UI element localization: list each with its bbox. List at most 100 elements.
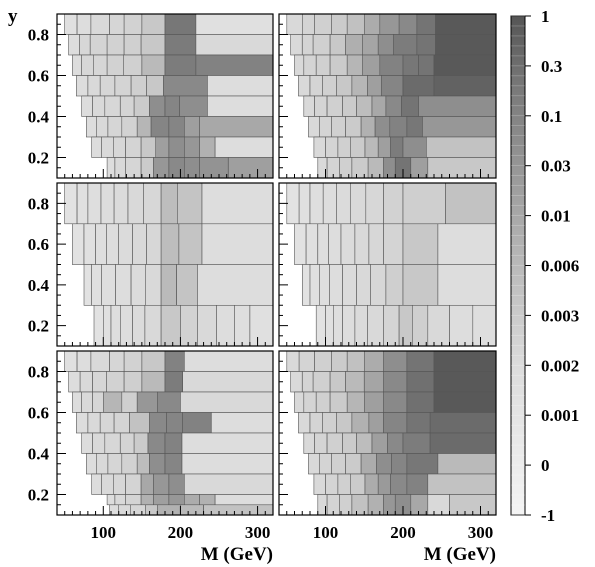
heatmap-cell (181, 453, 274, 475)
heatmap-cell (123, 371, 143, 393)
heatmap-cell (402, 136, 427, 158)
heatmap-cell (203, 504, 274, 516)
heatmap-cell (101, 264, 116, 306)
heatmap-cell (164, 371, 184, 393)
y-tick-label: 0.2 (28, 149, 49, 168)
heatmap-cell (101, 473, 114, 495)
y-tick-label: 0.6 (28, 404, 49, 423)
heatmap-cell (96, 453, 109, 475)
heatmap-cell (81, 432, 93, 454)
heatmap-cell (336, 75, 353, 97)
heatmap-cell (379, 54, 404, 76)
heatmap-cell (106, 223, 120, 265)
heatmap-cell (418, 95, 497, 117)
heatmap-cell (68, 34, 80, 56)
y-axis-title: y (8, 6, 18, 27)
heatmap-cell (326, 432, 343, 454)
heatmap-cell (72, 391, 83, 413)
heatmap-cell (136, 116, 152, 138)
heatmap-cell (87, 412, 101, 434)
heatmap-cell (416, 13, 436, 35)
heatmap-cell (110, 304, 121, 347)
heatmap-cell (346, 350, 365, 372)
heatmap-cell (106, 371, 125, 393)
heatmap-cell (383, 223, 404, 265)
heatmap-cell (64, 350, 78, 372)
colorbar-tick-label: 0.3 (541, 57, 562, 76)
heatmap-cell (406, 116, 423, 138)
heatmap-cell (95, 223, 107, 265)
heatmap-cell (367, 75, 382, 97)
heatmap-cell (309, 75, 323, 97)
heatmap-cell (182, 371, 274, 393)
heatmap-cell (106, 54, 124, 76)
heatmap-cell (346, 391, 365, 413)
heatmap-cell (303, 391, 317, 413)
heatmap-cell (322, 412, 337, 434)
heatmap-cell (164, 95, 180, 117)
heatmap-cell (176, 264, 198, 306)
heatmap-cell (160, 304, 181, 347)
heatmap-cell (180, 304, 198, 347)
heatmap-cell (406, 371, 435, 393)
heatmap-cell (301, 371, 314, 393)
heatmap-cell (93, 304, 104, 347)
heatmap-cell (103, 304, 112, 347)
heatmap-cell (303, 54, 317, 76)
heatmap-cell (427, 494, 450, 516)
heatmap-cell (129, 412, 150, 434)
x-tick-label: 200 (168, 523, 194, 542)
heatmap-cell (410, 494, 429, 516)
heatmap-cell (349, 136, 366, 158)
heatmap-cell (318, 264, 330, 306)
heatmap-cell (402, 54, 419, 76)
heatmap-cell (164, 34, 197, 56)
heatmap-cell (92, 391, 104, 413)
heatmap-cell (309, 264, 320, 306)
heatmap-cell (363, 13, 381, 35)
heatmap-cell (437, 453, 497, 475)
heatmap-cell (325, 304, 334, 347)
heatmap-cell (416, 34, 436, 56)
heatmap-cell (120, 432, 135, 454)
heatmap-cell (346, 54, 364, 76)
panel-2 (278, 13, 497, 179)
heatmap-cell (351, 157, 369, 179)
heatmap-cell (184, 494, 201, 506)
heatmap-cell (383, 391, 408, 413)
heatmap-cell (385, 95, 402, 117)
heatmap-cell (153, 473, 170, 495)
heatmap-cell (387, 432, 404, 454)
heatmap-cell (329, 264, 343, 306)
heatmap-cell (406, 453, 439, 475)
colorbar-tick-label: 0.006 (541, 257, 579, 276)
heatmap-cell (380, 75, 404, 97)
heatmap-cell (336, 182, 351, 225)
heatmap-cell (81, 95, 93, 117)
heatmap-cell (141, 54, 166, 76)
heatmap-cell (160, 264, 177, 306)
heatmap-cell (157, 504, 181, 516)
colorbar-tick-label: 0.001 (541, 406, 579, 425)
heatmap-cell (351, 494, 369, 516)
heatmap-cell (81, 54, 94, 76)
heatmap-cell (425, 136, 497, 158)
heatmap-cell (109, 350, 125, 372)
heatmap-cell (449, 304, 474, 347)
heatmap-cell (153, 157, 170, 179)
heatmap-cell (326, 95, 343, 117)
heatmap-cell (374, 116, 391, 138)
heatmap-cell (207, 75, 274, 97)
panel-3 (56, 182, 274, 347)
heatmap-cell (298, 412, 311, 434)
heatmap-cell (309, 412, 323, 434)
heatmap-cell (313, 473, 326, 495)
heatmap-cell (410, 157, 429, 179)
heatmap-cell (166, 412, 184, 434)
heatmap-cell (177, 182, 203, 225)
heatmap-cell (433, 371, 497, 393)
heatmap-cell (163, 75, 208, 97)
panel-5 (56, 350, 274, 516)
heatmap-cell (136, 391, 158, 413)
heatmap-cell (328, 223, 342, 265)
